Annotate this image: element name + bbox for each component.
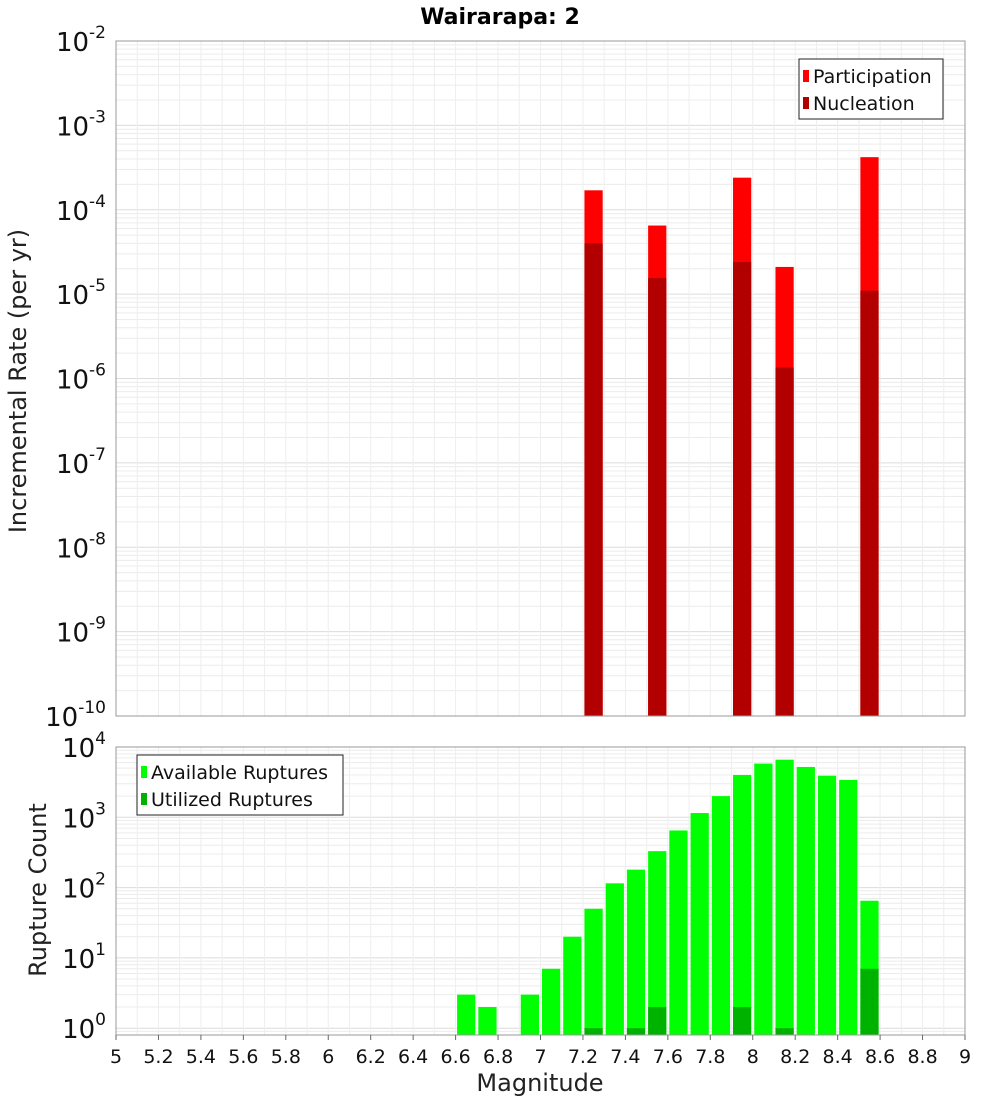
y-tick-label: 10-2 (56, 23, 106, 58)
grid (115, 40, 966, 717)
bar (775, 759, 794, 1035)
y-tick-label: 101 (62, 940, 106, 975)
y-tick-label: 100 (62, 1010, 106, 1045)
y-tick-label: 10-5 (56, 276, 106, 311)
legend-swatch (803, 70, 809, 82)
bar (626, 869, 646, 1035)
legend-swatch (141, 766, 147, 778)
bar (860, 290, 879, 716)
bar (563, 936, 582, 1035)
y-tick-label: 102 (62, 870, 106, 905)
rate-panel: 10-10 10-9 10-8 10-7 10-6 10-5 10-4 10-3 10-2 Par… (45, 23, 966, 733)
top-y-axis-label: Incremental Rate (per yr) (4, 229, 32, 533)
legend-entry: Participation (813, 66, 932, 88)
x-tick-label: 5.6 (228, 1046, 258, 1068)
x-tick-label: 5.8 (271, 1046, 301, 1068)
series-nucleation (584, 243, 879, 717)
bottom-y-axis-label: Rupture Count (24, 803, 52, 977)
bar (669, 830, 688, 1035)
y-tick-label: 103 (62, 799, 106, 834)
legend-swatch (803, 97, 809, 109)
bar (457, 994, 476, 1035)
x-tick-label: 5.4 (186, 1046, 216, 1068)
legend: Participation Nucleation (798, 58, 944, 120)
x-tick-label: 7.8 (695, 1046, 725, 1068)
x-tick-label: 8 (747, 1046, 759, 1068)
bar (520, 994, 539, 1035)
x-tick-label: 7.4 (610, 1046, 640, 1068)
x-tick-label: 7 (534, 1046, 546, 1068)
legend-entry: Nucleation (813, 93, 915, 115)
bar (817, 775, 837, 1035)
chart-title: Wairarapa: 2 (420, 5, 580, 30)
x-tick-label: 9 (959, 1046, 971, 1068)
x-tick-label: 8.2 (780, 1046, 810, 1068)
count-panel: 100 101 102 103 104 5 5.2 5.4 5.6 5.8 6 6.2 6.4 6.6 6.… (62, 729, 971, 1068)
bar (542, 968, 561, 1035)
bar (584, 243, 603, 717)
plot-frame (115, 40, 966, 717)
series-utilized-ruptures (584, 968, 879, 1035)
x-tick-label: 7.6 (653, 1046, 683, 1068)
bar (733, 1007, 752, 1035)
legend-swatch (141, 793, 147, 805)
bar (775, 1028, 794, 1035)
bar (839, 779, 858, 1035)
y-tick-label: 104 (62, 729, 106, 764)
x-tick-label: 8.8 (907, 1046, 937, 1068)
y-tick-label: 10-3 (56, 107, 106, 142)
x-tick-label: 5.2 (143, 1046, 173, 1068)
x-tick-label: 6.6 (440, 1046, 470, 1068)
bar (648, 278, 667, 716)
x-tick-label: 6.4 (398, 1046, 428, 1068)
bar (754, 763, 773, 1035)
bar (775, 367, 794, 716)
bar (860, 968, 879, 1035)
y-tick-label: 10-8 (56, 529, 106, 564)
x-tick-label: 6.8 (483, 1046, 513, 1068)
legend-entry: Utilized Ruptures (151, 789, 313, 811)
x-tick-label: 7.2 (568, 1046, 598, 1068)
y-tick-label: 10-4 (56, 192, 106, 227)
bar (711, 796, 731, 1035)
bar (733, 774, 752, 1035)
bar (478, 1007, 497, 1035)
x-tick-label: 8.6 (865, 1046, 895, 1068)
x-tick-label: 5 (110, 1046, 122, 1068)
y-tick-label: 10-9 (56, 614, 106, 649)
x-tick-label: 6.2 (356, 1046, 386, 1068)
legend-box (136, 754, 344, 816)
x-axis-label: Magnitude (476, 1069, 603, 1097)
bar (796, 766, 815, 1035)
bar (648, 851, 667, 1035)
bar (648, 1007, 667, 1035)
y-tick-label: 10-7 (56, 445, 106, 480)
bar (733, 262, 752, 716)
legend-entry: Available Ruptures (151, 762, 328, 784)
x-tick-label: 6 (322, 1046, 334, 1068)
bar (626, 1028, 646, 1035)
legend: Available Ruptures Utilized Ruptures (136, 754, 344, 816)
legend-box (798, 58, 944, 120)
bar (584, 908, 603, 1035)
bar (584, 1028, 603, 1035)
x-tick-label: 8.4 (823, 1046, 853, 1068)
bar (690, 813, 709, 1035)
y-tick-label: 10-10 (45, 698, 106, 733)
bar (605, 883, 624, 1035)
y-tick-label: 10-6 (56, 361, 106, 396)
